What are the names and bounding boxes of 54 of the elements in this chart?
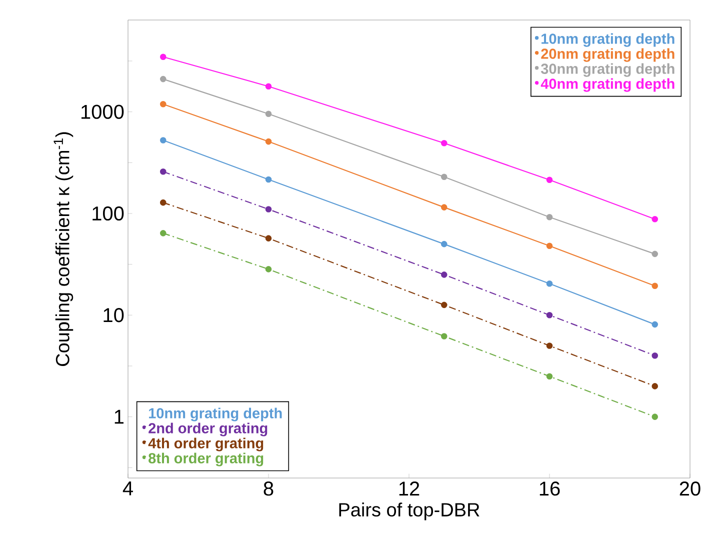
point (160, 230, 166, 236)
legend-label: 40nm grating depth (540, 78, 674, 92)
legend-label: 8th order grating (148, 452, 264, 466)
y-tick-label: 1000 (81, 104, 124, 119)
point (652, 216, 658, 222)
point (440, 204, 448, 210)
legend-label: 30nm grating depth (540, 63, 674, 77)
point (652, 321, 658, 328)
point (160, 54, 166, 60)
point (652, 282, 658, 290)
point (265, 83, 272, 90)
point (440, 333, 448, 340)
point (652, 352, 658, 359)
legend-label: 2nd order grating (148, 422, 268, 436)
y-axis-title: Coupling coefficient κ (cm$^{-1}$) (54, 132, 74, 366)
point (265, 110, 272, 117)
point (160, 199, 166, 206)
point (160, 76, 166, 82)
y-tick-label: 100 (92, 206, 124, 221)
point (440, 240, 448, 248)
point (160, 168, 166, 175)
point (440, 140, 448, 146)
point (546, 280, 553, 287)
point (546, 176, 553, 184)
legend-title: 10nm grating depth (149, 408, 282, 422)
point (546, 342, 553, 349)
legend-label: 10nm grating depth (542, 33, 674, 47)
x-tick-label: 12 (399, 482, 420, 496)
legend-label: 20nm grating depth (541, 48, 674, 62)
point (546, 214, 553, 220)
point (265, 206, 272, 212)
point (265, 176, 272, 183)
point (440, 272, 448, 278)
x-tick-label: 4 (122, 482, 133, 496)
point (160, 100, 166, 108)
x-tick-label: 20 (680, 482, 700, 496)
x-tick-label: 16 (540, 482, 560, 496)
x-axis-title: Pairs of top-DBR (339, 502, 480, 520)
point (440, 302, 448, 308)
legend-label: 4th order grating (148, 438, 264, 452)
point (440, 174, 448, 180)
point (652, 250, 658, 258)
point (160, 137, 166, 144)
y-tick-label: 10 (104, 308, 124, 322)
point (546, 312, 553, 318)
y-tick-label: 1 (114, 410, 124, 424)
point (652, 414, 658, 420)
point (265, 138, 272, 145)
point (546, 373, 553, 380)
point (546, 242, 553, 250)
point (652, 383, 658, 390)
point (265, 266, 272, 272)
point (265, 235, 272, 242)
x-tick-label: 8 (264, 482, 274, 496)
